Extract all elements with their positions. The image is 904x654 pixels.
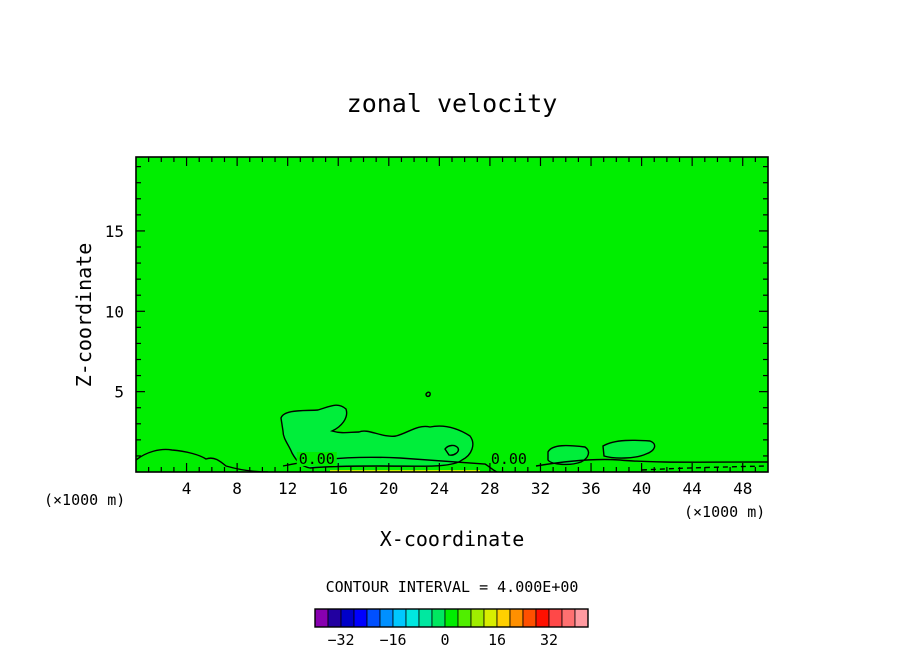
- colorbar-swatch: [418, 608, 433, 628]
- colorbar-swatch: [405, 608, 420, 628]
- colorbar-swatch: [340, 608, 355, 628]
- x-tick-label: 4: [182, 479, 192, 498]
- contour-interval-text: CONTOUR INTERVAL = 4.000E+00: [326, 578, 579, 596]
- colorbar-swatch: [548, 608, 563, 628]
- x-tick-label: 32: [531, 479, 550, 498]
- chart-title: zonal velocity: [347, 89, 558, 118]
- y-tick-label: 5: [114, 383, 124, 402]
- colorbar-swatch: [392, 608, 407, 628]
- contour-layer: 0.00 0.00: [136, 391, 768, 472]
- y-tick-label: 15: [105, 222, 124, 241]
- colorbar-swatch: [327, 608, 342, 628]
- colorbar-swatch: [522, 608, 537, 628]
- x-tick-label: 12: [278, 479, 297, 498]
- colorbar-tick-label: −32: [327, 631, 354, 649]
- x-tick-label: 36: [581, 479, 600, 498]
- field-background: [136, 157, 768, 472]
- colorbar-swatch: [561, 608, 576, 628]
- colorbar-tick-label: −16: [379, 631, 406, 649]
- positive-region-east-2: [602, 439, 656, 459]
- colorbar-tick-label: 16: [488, 631, 506, 649]
- colorbar-swatch: [457, 608, 472, 628]
- x-tick-label: 16: [329, 479, 348, 498]
- contour-label-2: 0.00: [491, 450, 527, 468]
- colorbar-swatch: [314, 608, 329, 628]
- colorbar-swatch: [366, 608, 381, 628]
- colorbar-swatch: [483, 608, 498, 628]
- y-axis-label: Z-coordinate: [72, 243, 96, 388]
- x-tick-label: 8: [232, 479, 242, 498]
- x-unit-right: (×1000 m): [684, 503, 765, 521]
- colorbar-frame: [314, 608, 589, 628]
- colorbar-swatch: [431, 608, 446, 628]
- contour-line-left: [136, 448, 269, 472]
- colorbar-swatch: [535, 608, 550, 628]
- x-tick-label: 24: [430, 479, 449, 498]
- colorbar-swatch: [496, 608, 511, 628]
- x-tick-label: 20: [379, 479, 398, 498]
- x-tick-label: 28: [480, 479, 499, 498]
- contour-label-bg: [296, 451, 337, 466]
- contour-label-1: 0.00: [299, 450, 335, 468]
- colorbar-swatch: [574, 608, 589, 628]
- contour-line-east: [535, 458, 768, 467]
- contour-label-bg: [488, 451, 529, 466]
- small-contour-2: [425, 391, 431, 398]
- colorbar-tick-label: 0: [440, 631, 449, 649]
- x-tick-label: 48: [733, 479, 752, 498]
- positive-region-east: [547, 444, 590, 466]
- x-axis-label: X-coordinate: [380, 527, 525, 551]
- colorbar-swatch: [379, 608, 394, 628]
- y-tick-label: 10: [105, 302, 124, 321]
- colorbar: −32 −16 0 16 32: [314, 608, 589, 649]
- colorbar-swatch: [353, 608, 368, 628]
- colorbar-swatch: [509, 608, 524, 628]
- x-unit-left: (×1000 m): [44, 491, 125, 509]
- x-tick-label: 44: [683, 479, 702, 498]
- colorbar-swatch: [470, 608, 485, 628]
- colorbar-tick-label: 32: [540, 631, 558, 649]
- colorbar-swatch: [444, 608, 459, 628]
- x-tick-label: 40: [632, 479, 651, 498]
- small-contour-1: [444, 444, 460, 456]
